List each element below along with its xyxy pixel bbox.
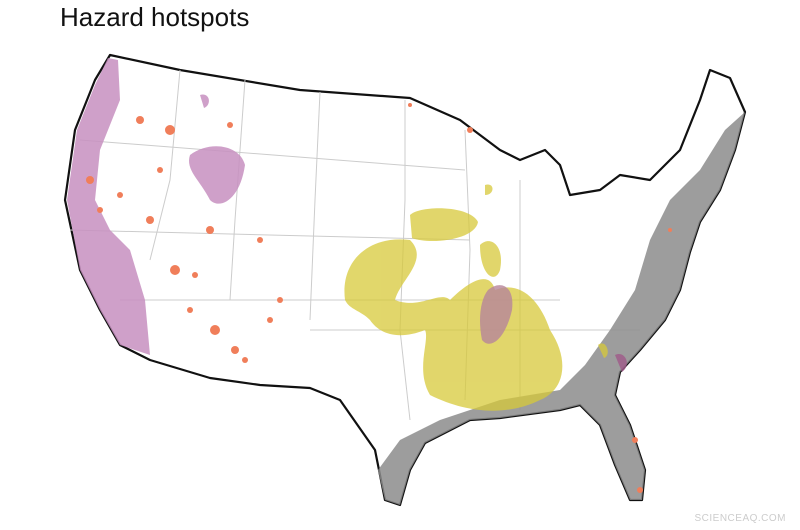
watermark: SCIENCEAQ.COM	[694, 513, 786, 524]
overlap-hotspot	[480, 285, 513, 344]
overlap-hotspot	[615, 353, 627, 372]
west-hotspot	[189, 146, 245, 204]
west-hotspot	[67, 58, 150, 355]
title: Hazard hotspots	[60, 2, 250, 32]
orange-specks	[86, 103, 672, 493]
central-hotspot	[344, 184, 608, 411]
west-hotspot	[200, 94, 209, 108]
